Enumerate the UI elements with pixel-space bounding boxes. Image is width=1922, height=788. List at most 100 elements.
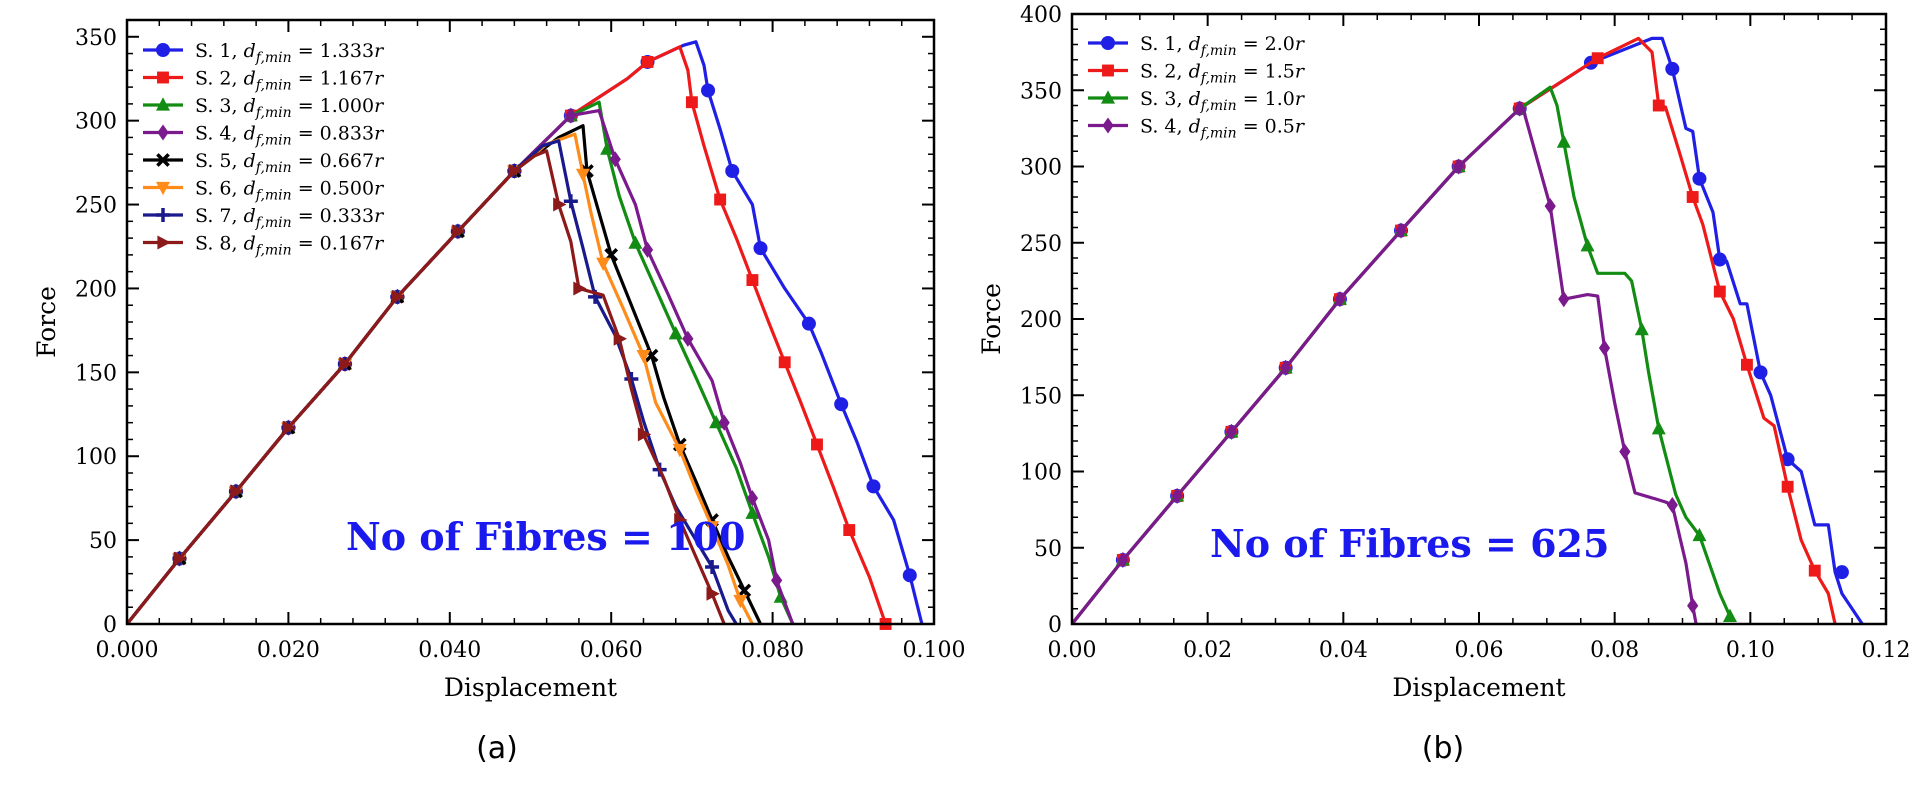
data-point <box>718 414 730 431</box>
y-tick-label: 250 <box>75 194 117 219</box>
data-point <box>714 193 727 206</box>
data-point <box>563 194 578 209</box>
data-point <box>1686 191 1699 203</box>
x-tick-label: 0.00 <box>1048 638 1097 663</box>
data-point <box>1753 365 1768 380</box>
data-point <box>1117 551 1129 568</box>
panel-caption: (a) <box>476 731 518 766</box>
data-point <box>391 289 406 304</box>
data-point <box>508 164 523 178</box>
data-point <box>1781 480 1794 493</box>
data-point <box>672 443 687 458</box>
data-point <box>1740 358 1753 371</box>
y-tick-label: 50 <box>1034 537 1062 562</box>
data-point <box>733 594 748 609</box>
legend-entry: S. 2, df,min = 1.5r <box>1140 61 1306 87</box>
chart-panel-a: 0.000 0.020 0.040 0.060 0.080 0.100 0 50 100 150 2… <box>32 18 966 766</box>
legend-marker <box>156 153 170 167</box>
data-point <box>705 559 720 574</box>
y-tick-label: 200 <box>1020 308 1062 333</box>
data-point <box>843 524 856 536</box>
data-point <box>1687 597 1699 614</box>
data-point <box>600 141 615 155</box>
data-point <box>902 568 917 583</box>
data-point <box>1780 452 1795 467</box>
data-point <box>745 505 760 519</box>
data-point <box>609 151 621 168</box>
data-point <box>1713 285 1726 298</box>
legend-marker <box>1102 117 1114 134</box>
legend-marker <box>157 235 171 250</box>
y-tick-label: 150 <box>75 361 117 386</box>
legend-marker <box>156 208 170 222</box>
data-point <box>575 168 590 183</box>
data-point <box>230 484 244 499</box>
x-tick-label: 0.100 <box>903 638 966 663</box>
data-point <box>637 427 652 442</box>
data-point <box>771 572 783 589</box>
legend-entry: S. 1, df,min = 1.333r <box>195 40 385 66</box>
legend-marker <box>156 43 170 57</box>
y-tick-label: 100 <box>1020 461 1062 486</box>
data-point <box>1544 198 1556 215</box>
annotation-fibres: No of Fibres = 100 <box>346 514 745 559</box>
y-tick-label: 350 <box>75 26 117 51</box>
series-line <box>125 149 726 626</box>
data-point <box>834 397 849 412</box>
data-point <box>701 83 716 98</box>
data-point <box>746 274 759 287</box>
y-tick-label: 400 <box>1020 3 1062 28</box>
data-point <box>1619 443 1631 460</box>
y-tick-label: 50 <box>89 529 117 554</box>
legend-entry: S. 4, df,min = 0.5r <box>1140 116 1306 142</box>
data-point <box>1556 134 1571 148</box>
data-point <box>1834 565 1849 580</box>
legend-entry: S. 4, df,min = 0.833r <box>195 123 385 149</box>
legend-entry: S. 2, df,min = 1.167r <box>195 68 385 94</box>
data-point <box>282 420 297 435</box>
data-point <box>1666 497 1678 514</box>
data-point <box>1591 52 1604 65</box>
x-tick-label: 0.08 <box>1590 638 1639 663</box>
legend-marker <box>157 71 169 84</box>
panel-caption: (b) <box>1422 731 1464 766</box>
data-point <box>565 107 577 124</box>
data-point <box>596 257 611 271</box>
x-tick-label: 0.06 <box>1455 638 1504 663</box>
data-point <box>1692 171 1707 186</box>
data-point <box>1651 421 1666 435</box>
data-point <box>668 326 683 340</box>
data-point <box>682 330 694 347</box>
x-tick-label: 0.02 <box>1183 638 1232 663</box>
data-point <box>1652 99 1665 112</box>
y-tick-label: 250 <box>1020 232 1062 257</box>
data-point <box>685 96 698 109</box>
y-tick-label: 300 <box>1020 156 1062 181</box>
x-tick-label: 0.000 <box>96 638 159 663</box>
data-point <box>573 281 587 296</box>
data-point <box>553 197 567 212</box>
legend-entry: S. 6, df,min = 0.500r <box>195 178 385 204</box>
y-tick-label: 0 <box>103 613 117 638</box>
data-point <box>613 331 627 346</box>
data-point <box>1722 608 1737 622</box>
y-tick-label: 200 <box>75 277 117 302</box>
x-axis-label: Displacement <box>1392 673 1565 702</box>
data-point <box>636 349 651 364</box>
x-tick-label: 0.12 <box>1862 638 1911 663</box>
y-tick-label: 150 <box>1020 384 1062 409</box>
data-point <box>1634 321 1649 336</box>
data-point <box>1598 339 1611 357</box>
data-point <box>628 235 643 249</box>
legend-marker <box>1102 64 1114 77</box>
y-axis-label: Force <box>977 283 1006 355</box>
data-point <box>641 55 654 68</box>
legend-marker <box>156 97 170 111</box>
legend-marker <box>1101 90 1115 104</box>
legend: S. 1, df,min = 2.0rS. 2, df,min = 1.5rS.… <box>1088 33 1306 142</box>
data-point <box>1558 291 1570 308</box>
data-point <box>1808 564 1821 577</box>
data-point <box>725 164 740 178</box>
y-axis-label: Force <box>32 286 61 358</box>
